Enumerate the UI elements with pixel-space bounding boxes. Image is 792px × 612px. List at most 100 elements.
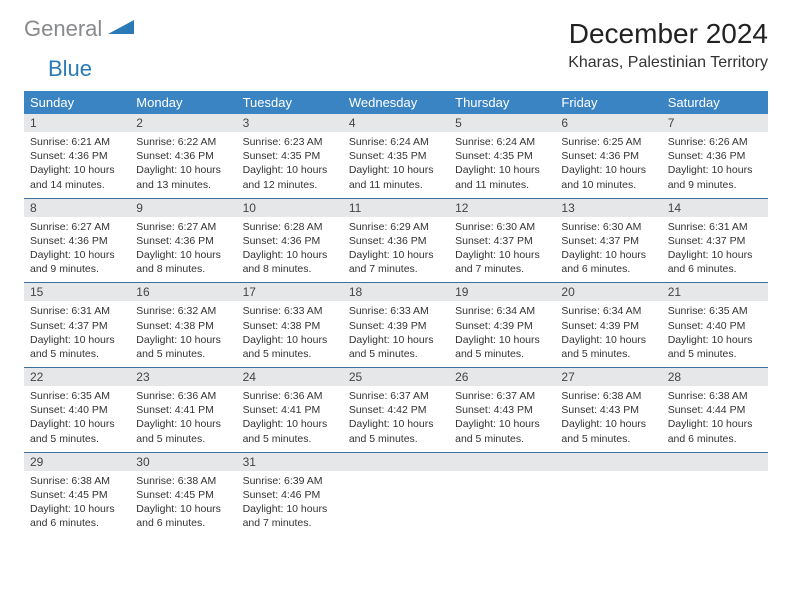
month-title: December 2024 [568, 18, 768, 50]
daylight-text: Daylight: 10 hours and 6 minutes. [668, 248, 762, 276]
sunrise-text: Sunrise: 6:27 AM [30, 220, 124, 234]
daylight-text: Daylight: 10 hours and 11 minutes. [455, 163, 549, 191]
sunrise-text: Sunrise: 6:33 AM [243, 304, 337, 318]
day-body: Sunrise: 6:33 AMSunset: 4:39 PMDaylight:… [343, 301, 449, 367]
daylight-text: Daylight: 10 hours and 6 minutes. [30, 502, 124, 530]
sunrise-text: Sunrise: 6:38 AM [561, 389, 655, 403]
sunrise-text: Sunrise: 6:21 AM [30, 135, 124, 149]
sunrise-text: Sunrise: 6:34 AM [561, 304, 655, 318]
day-number: 9 [130, 199, 236, 217]
day-body: Sunrise: 6:22 AMSunset: 4:36 PMDaylight:… [130, 132, 236, 198]
day-number: 24 [237, 368, 343, 386]
day-number: 27 [555, 368, 661, 386]
day-body: Sunrise: 6:39 AMSunset: 4:46 PMDaylight:… [237, 471, 343, 537]
calendar-day-cell: 18Sunrise: 6:33 AMSunset: 4:39 PMDayligh… [343, 283, 449, 368]
calendar-week-row: 8Sunrise: 6:27 AMSunset: 4:36 PMDaylight… [24, 198, 768, 283]
daylight-text: Daylight: 10 hours and 5 minutes. [243, 333, 337, 361]
day-body: Sunrise: 6:34 AMSunset: 4:39 PMDaylight:… [449, 301, 555, 367]
calendar-day-cell: 20Sunrise: 6:34 AMSunset: 4:39 PMDayligh… [555, 283, 661, 368]
sunset-text: Sunset: 4:37 PM [561, 234, 655, 248]
brand-part1: General [24, 18, 102, 40]
weekday-header: Saturday [662, 91, 768, 114]
day-body: Sunrise: 6:30 AMSunset: 4:37 PMDaylight:… [449, 217, 555, 283]
day-number [662, 453, 768, 471]
calendar-day-cell: 6Sunrise: 6:25 AMSunset: 4:36 PMDaylight… [555, 114, 661, 198]
day-body: Sunrise: 6:24 AMSunset: 4:35 PMDaylight:… [449, 132, 555, 198]
calendar-day-cell: 31Sunrise: 6:39 AMSunset: 4:46 PMDayligh… [237, 452, 343, 536]
day-number: 16 [130, 283, 236, 301]
sunrise-text: Sunrise: 6:30 AM [455, 220, 549, 234]
sunrise-text: Sunrise: 6:30 AM [561, 220, 655, 234]
sunset-text: Sunset: 4:40 PM [668, 319, 762, 333]
day-body: Sunrise: 6:21 AMSunset: 4:36 PMDaylight:… [24, 132, 130, 198]
calendar-day-cell: 11Sunrise: 6:29 AMSunset: 4:36 PMDayligh… [343, 198, 449, 283]
daylight-text: Daylight: 10 hours and 5 minutes. [136, 417, 230, 445]
day-body: Sunrise: 6:37 AMSunset: 4:43 PMDaylight:… [449, 386, 555, 452]
sunrise-text: Sunrise: 6:36 AM [243, 389, 337, 403]
calendar-day-cell [343, 452, 449, 536]
day-body: Sunrise: 6:34 AMSunset: 4:39 PMDaylight:… [555, 301, 661, 367]
day-body: Sunrise: 6:27 AMSunset: 4:36 PMDaylight:… [130, 217, 236, 283]
sunrise-text: Sunrise: 6:38 AM [668, 389, 762, 403]
calendar-day-cell [555, 452, 661, 536]
day-number: 20 [555, 283, 661, 301]
weekday-header-row: Sunday Monday Tuesday Wednesday Thursday… [24, 91, 768, 114]
calendar-day-cell: 10Sunrise: 6:28 AMSunset: 4:36 PMDayligh… [237, 198, 343, 283]
calendar-day-cell: 8Sunrise: 6:27 AMSunset: 4:36 PMDaylight… [24, 198, 130, 283]
calendar-day-cell: 19Sunrise: 6:34 AMSunset: 4:39 PMDayligh… [449, 283, 555, 368]
day-number: 22 [24, 368, 130, 386]
sunset-text: Sunset: 4:43 PM [455, 403, 549, 417]
day-body: Sunrise: 6:25 AMSunset: 4:36 PMDaylight:… [555, 132, 661, 198]
daylight-text: Daylight: 10 hours and 5 minutes. [561, 417, 655, 445]
sunset-text: Sunset: 4:39 PM [561, 319, 655, 333]
day-number: 11 [343, 199, 449, 217]
sunrise-text: Sunrise: 6:24 AM [349, 135, 443, 149]
daylight-text: Daylight: 10 hours and 9 minutes. [30, 248, 124, 276]
sunset-text: Sunset: 4:36 PM [136, 234, 230, 248]
day-body: Sunrise: 6:36 AMSunset: 4:41 PMDaylight:… [130, 386, 236, 452]
sunrise-text: Sunrise: 6:32 AM [136, 304, 230, 318]
calendar-day-cell: 30Sunrise: 6:38 AMSunset: 4:45 PMDayligh… [130, 452, 236, 536]
calendar-day-cell [662, 452, 768, 536]
calendar-day-cell: 21Sunrise: 6:35 AMSunset: 4:40 PMDayligh… [662, 283, 768, 368]
sunset-text: Sunset: 4:37 PM [30, 319, 124, 333]
daylight-text: Daylight: 10 hours and 6 minutes. [136, 502, 230, 530]
day-number: 18 [343, 283, 449, 301]
title-block: December 2024 Kharas, Palestinian Territ… [568, 18, 768, 72]
sunset-text: Sunset: 4:36 PM [349, 234, 443, 248]
day-body: Sunrise: 6:27 AMSunset: 4:36 PMDaylight:… [24, 217, 130, 283]
day-number: 23 [130, 368, 236, 386]
calendar-day-cell: 25Sunrise: 6:37 AMSunset: 4:42 PMDayligh… [343, 368, 449, 453]
sunrise-text: Sunrise: 6:31 AM [30, 304, 124, 318]
day-body: Sunrise: 6:29 AMSunset: 4:36 PMDaylight:… [343, 217, 449, 283]
day-number: 7 [662, 114, 768, 132]
weekday-header: Wednesday [343, 91, 449, 114]
sunset-text: Sunset: 4:36 PM [30, 234, 124, 248]
daylight-text: Daylight: 10 hours and 7 minutes. [243, 502, 337, 530]
day-number: 15 [24, 283, 130, 301]
sunset-text: Sunset: 4:36 PM [561, 149, 655, 163]
daylight-text: Daylight: 10 hours and 5 minutes. [455, 417, 549, 445]
calendar-day-cell: 24Sunrise: 6:36 AMSunset: 4:41 PMDayligh… [237, 368, 343, 453]
daylight-text: Daylight: 10 hours and 14 minutes. [30, 163, 124, 191]
sunrise-text: Sunrise: 6:23 AM [243, 135, 337, 149]
day-body: Sunrise: 6:23 AMSunset: 4:35 PMDaylight:… [237, 132, 343, 198]
calendar-day-cell: 23Sunrise: 6:36 AMSunset: 4:41 PMDayligh… [130, 368, 236, 453]
calendar-day-cell: 14Sunrise: 6:31 AMSunset: 4:37 PMDayligh… [662, 198, 768, 283]
daylight-text: Daylight: 10 hours and 9 minutes. [668, 163, 762, 191]
daylight-text: Daylight: 10 hours and 5 minutes. [349, 333, 443, 361]
sunset-text: Sunset: 4:36 PM [136, 149, 230, 163]
daylight-text: Daylight: 10 hours and 7 minutes. [455, 248, 549, 276]
day-number: 5 [449, 114, 555, 132]
calendar-day-cell: 7Sunrise: 6:26 AMSunset: 4:36 PMDaylight… [662, 114, 768, 198]
day-body: Sunrise: 6:33 AMSunset: 4:38 PMDaylight:… [237, 301, 343, 367]
location-label: Kharas, Palestinian Territory [568, 54, 768, 72]
day-body [555, 471, 661, 527]
sunrise-text: Sunrise: 6:24 AM [455, 135, 549, 149]
calendar-table: Sunday Monday Tuesday Wednesday Thursday… [24, 91, 768, 536]
brand-part2: Blue [48, 56, 92, 81]
day-body: Sunrise: 6:38 AMSunset: 4:45 PMDaylight:… [24, 471, 130, 537]
day-body [449, 471, 555, 527]
weekday-header: Thursday [449, 91, 555, 114]
day-body: Sunrise: 6:35 AMSunset: 4:40 PMDaylight:… [24, 386, 130, 452]
